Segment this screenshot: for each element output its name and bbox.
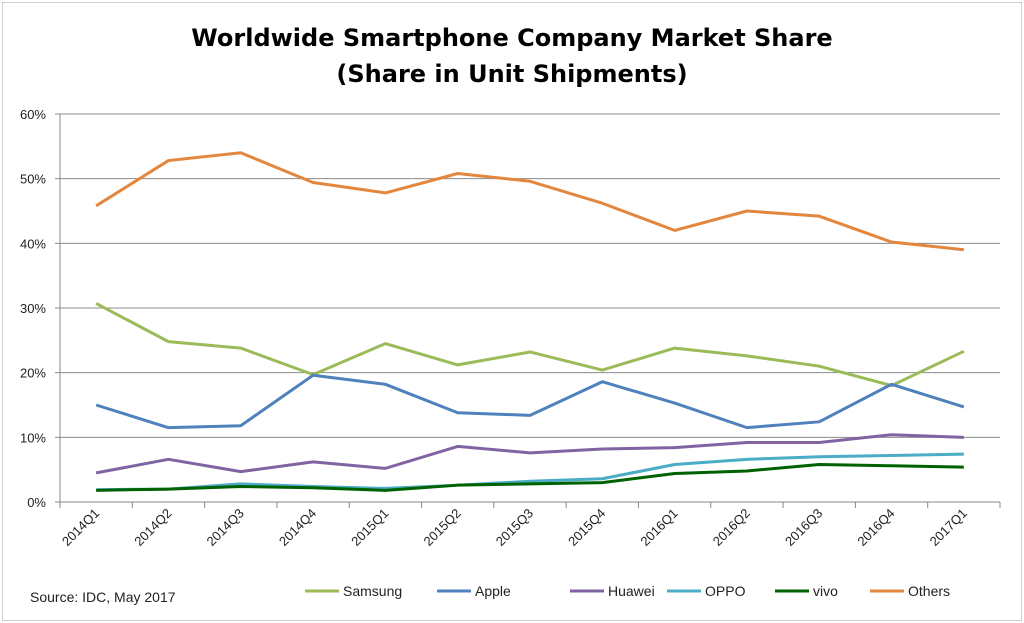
legend-label: Huawei	[608, 583, 655, 599]
x-tick-label: 2016Q3	[782, 506, 825, 549]
series-line-apple	[95, 373, 965, 430]
x-tick-label: 2014Q3	[204, 506, 247, 549]
legend-label: OPPO	[705, 583, 746, 599]
x-tick-label: 2016Q4	[854, 506, 897, 549]
legend-label: vivo	[813, 583, 838, 599]
x-tick-label: 2015Q1	[348, 506, 391, 549]
legend-label: Others	[908, 583, 950, 599]
x-tick-label: 2017Q1	[927, 506, 970, 549]
x-tick-label: 2015Q4	[565, 506, 608, 549]
y-tick-label: 40%	[20, 236, 46, 251]
y-tick-label: 0%	[27, 495, 46, 510]
x-axis-ticks: 2014Q1 2014Q2 2014Q3 2014Q4 2015Q1 2015Q2 2015…	[59, 506, 970, 549]
y-tick-label: 50%	[20, 172, 46, 187]
legend-label: Apple	[475, 583, 511, 599]
source-note: Source: IDC, May 2017	[30, 589, 176, 605]
series-lines	[95, 151, 965, 492]
y-tick-label: 60%	[20, 107, 46, 122]
x-tick-label: 2016Q2	[710, 506, 753, 549]
y-tick-label: 10%	[20, 430, 46, 445]
chart-subtitle: (Share in Unit Shipments)	[336, 60, 687, 88]
x-tick-label: 2015Q3	[493, 506, 536, 549]
series-line-others	[95, 151, 965, 252]
series-line-samsung	[95, 302, 965, 388]
y-tick-label: 20%	[20, 366, 46, 381]
x-tick-label: 2014Q1	[59, 506, 102, 549]
x-tick-label: 2015Q2	[420, 506, 463, 549]
x-tick-label: 2016Q1	[637, 506, 680, 549]
y-axis-ticks: 0% 10% 20% 30% 40% 50% 60%	[20, 107, 46, 510]
chart-title: Worldwide Smartphone Company Market Shar…	[191, 24, 832, 52]
x-tick-label: 2014Q4	[276, 506, 319, 549]
legend-label: Samsung	[343, 583, 402, 599]
series-line-huawei	[95, 433, 964, 475]
y-tick-label: 30%	[20, 301, 46, 316]
gridlines	[55, 113, 1001, 508]
x-tick-label: 2014Q2	[131, 506, 174, 549]
legend: Samsung Apple Huawei OPPO vivo Others	[305, 583, 950, 599]
